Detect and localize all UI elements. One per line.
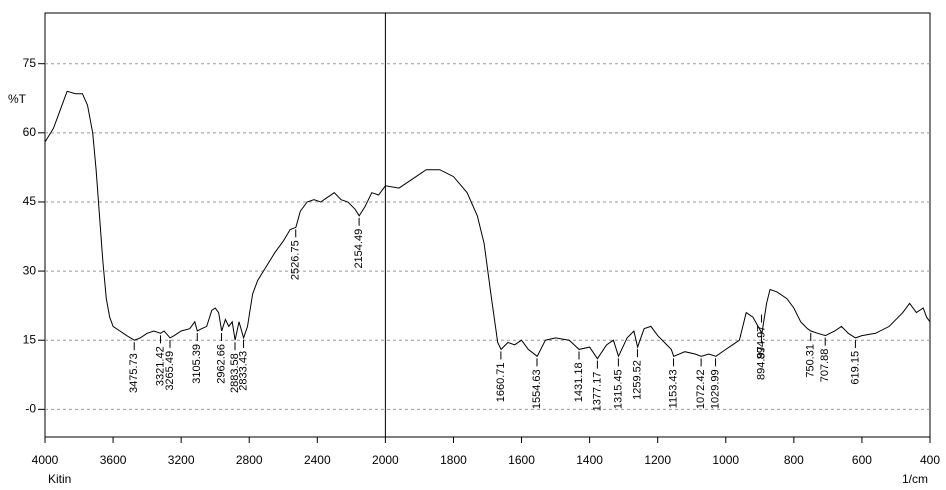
y-tick-label: 60 [23,125,37,139]
peak-label: 2883.58 [229,353,241,393]
x-tick-label: 1000 [712,453,739,467]
peak-label: 3321.42 [154,346,166,386]
peak-label: 894.97 [755,346,767,380]
peak-label: 1554.63 [531,369,543,409]
x-tick-label: 1400 [576,453,603,467]
peak-label: 750.31 [805,344,817,378]
peak-label: 1153.43 [667,369,679,408]
plot-frame [44,12,931,438]
peak-label: 1029.99 [709,369,721,409]
sample-name: Kitin [48,472,71,486]
x-tick-label: 4000 [32,453,59,467]
x-tick-label: 3200 [168,453,195,467]
x-tick-label: 600 [852,453,872,467]
x-tick-label: 400 [920,453,940,467]
peak-label: 1660.71 [495,362,507,402]
y-tick-label: -0 [25,402,36,416]
x-tick-label: 1200 [644,453,671,467]
x-tick-label: 2800 [236,453,263,467]
x-axis-label: 1/cm [902,472,928,486]
x-tick-label: 2400 [304,453,331,467]
spectrum-line [44,90,931,360]
peak-label: 3105.39 [191,344,203,384]
x-tick-label: 800 [784,453,804,467]
peak-label: 1377.17 [591,372,603,412]
x-tick-label: 1800 [440,453,467,467]
peak-label: 2526.75 [290,240,302,280]
peak-label: 2962.66 [215,344,227,384]
y-tick-label: 75 [23,56,37,70]
peak-label: 707.88 [819,349,831,383]
peak-label: 2154.49 [353,229,365,269]
peak-label: 1431.18 [573,362,585,402]
x-tick-label: 2000 [372,453,399,467]
x-tick-label: 3600 [100,453,127,467]
peak-label: 619.15 [849,351,861,385]
peak-label: 1072.42 [695,369,707,409]
peak-label: 3475.73 [128,353,140,393]
y-tick-label: 45 [23,194,37,208]
y-axis-label: %T [8,92,27,106]
x-tick-label: 1600 [508,453,535,467]
peak-label: 3265.49 [164,351,176,391]
peak-label: 1315.45 [612,369,624,409]
peak-label: 1259.52 [631,360,643,400]
y-tick-label: 30 [23,263,37,277]
peak-label: 2833.43 [237,351,249,391]
y-tick-label: 15 [23,332,37,346]
